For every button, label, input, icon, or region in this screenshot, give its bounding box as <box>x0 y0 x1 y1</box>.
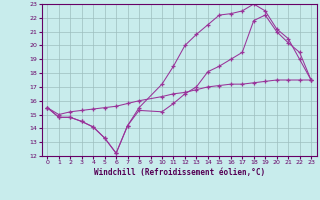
X-axis label: Windchill (Refroidissement éolien,°C): Windchill (Refroidissement éolien,°C) <box>94 168 265 177</box>
